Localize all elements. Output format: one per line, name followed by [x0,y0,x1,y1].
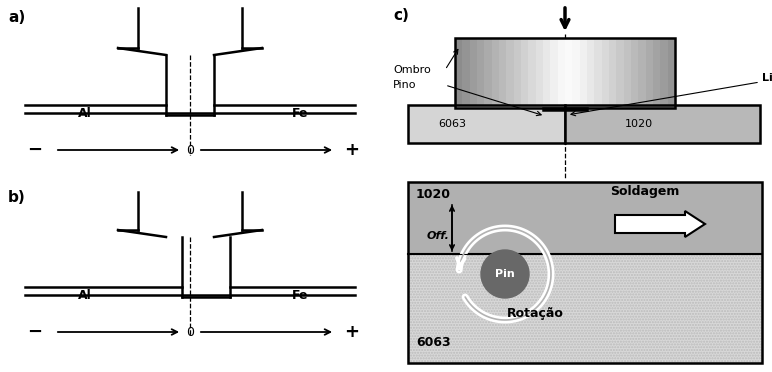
Bar [557,108,560,110]
Bar [499,38,506,108]
Text: Al: Al [78,289,92,302]
Bar [550,38,557,108]
Bar [477,38,484,108]
Text: Soldagem: Soldagem [611,186,679,199]
Text: 1020: 1020 [416,187,451,201]
Bar [552,108,555,110]
Bar [564,108,567,110]
Text: Fe: Fe [292,107,308,120]
Bar [567,108,570,110]
Bar [549,108,552,110]
Bar [408,182,762,254]
Bar [521,38,528,108]
Bar [455,38,675,108]
Bar [624,38,631,108]
Bar [638,38,645,108]
Bar [645,38,653,108]
Bar [506,38,513,108]
Bar [557,38,565,108]
Text: 0: 0 [186,144,194,157]
Bar [536,38,543,108]
Text: Al: Al [78,107,92,120]
Bar [572,38,580,108]
Bar [653,38,660,108]
Bar [484,38,492,108]
Text: Fe: Fe [292,289,308,302]
Text: −: − [28,323,42,341]
Bar [565,38,572,108]
Bar [543,38,550,108]
Text: 0: 0 [186,326,194,339]
Bar [601,38,609,108]
Bar [575,108,578,110]
FancyArrow shape [615,211,705,237]
Bar [546,108,549,110]
Bar [513,38,521,108]
Bar [616,38,624,108]
Bar [555,108,557,110]
Text: 6063: 6063 [416,337,451,350]
Bar [469,38,477,108]
Bar [565,105,760,143]
Text: c): c) [393,8,409,23]
Text: b): b) [8,190,25,205]
Bar [631,38,638,108]
Bar [660,38,668,108]
Text: 6063: 6063 [438,119,466,129]
Bar [609,38,616,108]
Text: −: − [28,141,42,159]
Bar [580,38,587,108]
Text: Ombro: Ombro [393,65,431,75]
Bar [543,108,546,110]
Bar [587,38,594,108]
Bar [408,254,762,363]
Bar [581,108,584,110]
Bar [543,108,587,110]
Bar [408,105,565,143]
Bar [528,38,536,108]
Bar [462,38,469,108]
Bar [572,108,575,110]
Bar [455,38,462,108]
Bar [584,108,587,110]
Bar [560,108,564,110]
Text: Pin: Pin [495,269,515,279]
Text: Linha da junta: Linha da junta [762,73,772,83]
Text: a): a) [8,10,25,25]
Bar [492,38,499,108]
Bar [668,38,675,108]
Text: Rotação: Rotação [506,308,564,321]
Text: 1020: 1020 [625,119,653,129]
Bar [408,182,762,363]
Text: Pino: Pino [393,80,417,90]
Text: Off.: Off. [426,231,449,241]
Bar [570,108,572,110]
Bar [578,108,581,110]
Text: +: + [344,323,360,341]
Text: +: + [344,141,360,159]
Bar [594,38,601,108]
Circle shape [481,250,529,298]
